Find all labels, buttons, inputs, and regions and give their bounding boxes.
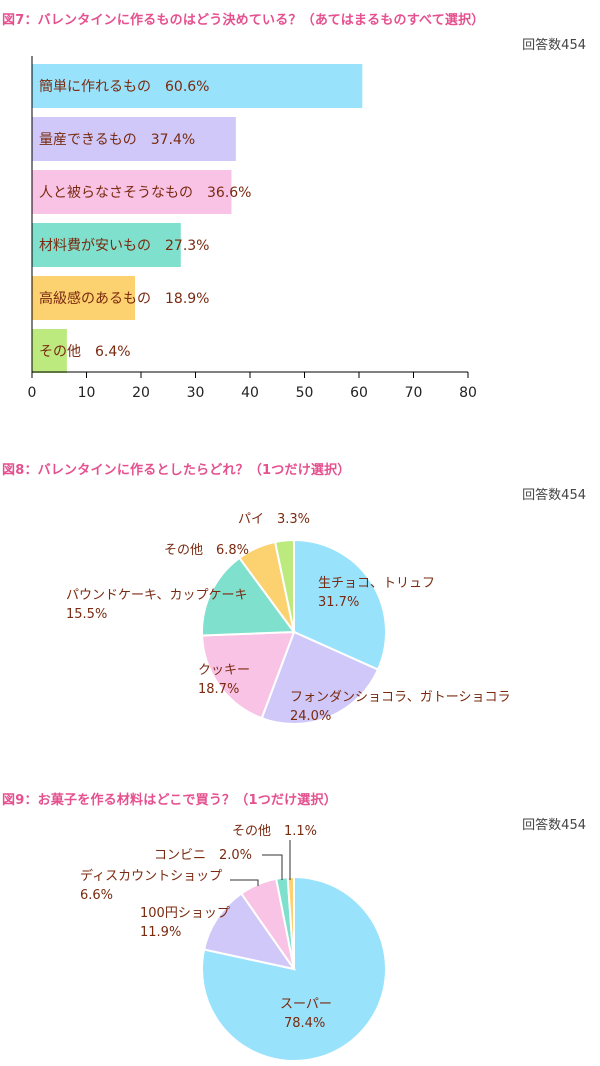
figure-8-title: 図8：バレンタインに作るとしたらどれ？（1つだけ選択） <box>2 463 351 478</box>
bar-2 <box>32 170 232 214</box>
figure-9-slice-1 <box>202 892 297 971</box>
figure-9-respondents: 回答数454 <box>522 818 586 833</box>
figure-9-title: 図9：お菓子を作る材料はどこで買う？（1つだけ選択） <box>2 793 337 808</box>
figure-8: 図8：バレンタインに作るとしたらどれ？（1つだけ選択） 回答数454 生チョコ、… <box>0 450 600 750</box>
figure-9-label-value-0: 78.4% <box>284 1016 325 1031</box>
x-tick-label-2: 20 <box>132 385 150 401</box>
bar-3 <box>32 223 181 267</box>
figure-8-label-name-3: パウンドケーキ、カップケーキ <box>66 588 247 603</box>
figure-9-leader-3 <box>262 854 283 880</box>
figure-9-slice-4 <box>286 875 295 970</box>
figure-8-label-name-0: 生チョコ、トリュフ <box>318 576 435 591</box>
x-tick-label-6: 60 <box>350 385 368 401</box>
figure-9-label-3: コンビニ 2.0% <box>154 848 252 863</box>
figure-7-bar-chart: 簡単に作れるもの 60.6% 量産できるもの 37.4% 人と被らなさそうなもの 3… <box>28 56 477 401</box>
figure-8-slice-1 <box>260 630 380 725</box>
bar-label-0: 簡単に作れるもの 60.6% <box>39 79 209 95</box>
bar-label-4: 高級感のあるもの 18.9% <box>39 290 209 307</box>
figure-8-slice-5 <box>273 538 295 633</box>
figure-9-label-value-2: 6.6% <box>80 888 113 903</box>
x-tick-label-3: 30 <box>187 385 205 401</box>
x-tick-label-5: 50 <box>296 385 314 401</box>
bar-4 <box>32 276 136 320</box>
figure-8-slice-2 <box>201 630 296 720</box>
figure-8-label-value-2: 18.7% <box>198 682 239 697</box>
bar-1 <box>32 117 236 161</box>
figure-9-leader-2 <box>230 879 259 886</box>
figure-8-label-value-1: 24.0% <box>290 709 331 724</box>
x-tick-label-4: 40 <box>241 385 259 401</box>
figure-9-label-value-1: 11.9% <box>140 925 181 940</box>
figure-8-label-value-3: 15.5% <box>66 607 107 622</box>
bar-5 <box>32 329 67 373</box>
figure-9-label-name-2: ディスカウントショップ <box>80 868 222 884</box>
x-tick-label-8: 80 <box>459 385 477 401</box>
x-tick-label-1: 10 <box>78 385 96 401</box>
figure-8-slice-3 <box>201 556 296 637</box>
figure-8-slice-0 <box>293 538 387 671</box>
figure-9-pie-chart: スーパー 78.4% 100円ショップ 11.9% ディスカウントショップ 6.6% コンビ… <box>80 824 387 1062</box>
figure-7: 図7：バレンタインに作るものはどう決めている？（あてはまるものすべて選択） 回答… <box>0 0 600 430</box>
figure-8-label-value-0: 31.7% <box>318 595 359 610</box>
figure-9-label-name-0: スーパー <box>280 997 332 1012</box>
bar-label-5: その他 6.4% <box>39 344 131 360</box>
figure-9: 図9：お菓子を作る材料はどこで買う？（1つだけ選択） 回答数454 スーパー 78… <box>0 780 600 1066</box>
figure-8-label-name-1: フォンダンショコラ、ガトーショコラ <box>290 690 510 705</box>
figure-7-title: 図7：バレンタインに作るものはどう決めている？（あてはまるものすべて選択） <box>2 13 485 28</box>
bar-0 <box>32 64 363 108</box>
x-tick-label-7: 70 <box>405 385 423 401</box>
figure-9-label-4: その他 1.1% <box>232 824 317 839</box>
bar-label-2: 人と被らなさそうなもの 36.6% <box>39 185 251 201</box>
bar-label-3: 材料費が安いもの 27.3% <box>39 238 209 254</box>
figure-9-label-name-1: 100円ショップ <box>140 906 230 921</box>
x-tick-label-0: 0 <box>28 385 37 401</box>
figure-8-pie-chart: 生チョコ、トリュフ 31.7% フォンダンショコラ、ガトーショコラ 24.0% クッキー… <box>66 512 510 725</box>
figure-8-label-name-2: クッキー <box>198 663 250 678</box>
figure-7-respondents: 回答数454 <box>522 38 586 53</box>
bar-label-1: 量産できるもの 37.4% <box>39 132 195 148</box>
figure-8-label-4: その他 6.8% <box>164 543 249 558</box>
figure-8-respondents: 回答数454 <box>522 488 586 503</box>
figure-8-label-5: パイ 3.3% <box>238 512 310 527</box>
